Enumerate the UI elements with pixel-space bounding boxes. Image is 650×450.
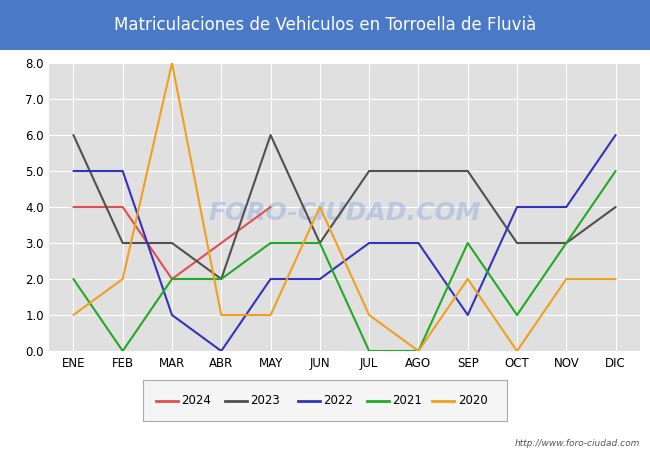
Text: 2022: 2022 <box>323 394 353 407</box>
Text: 2024: 2024 <box>181 394 211 407</box>
Text: Matriculaciones de Vehiculos en Torroella de Fluvià: Matriculaciones de Vehiculos en Torroell… <box>114 16 536 34</box>
Text: http://www.foro-ciudad.com: http://www.foro-ciudad.com <box>515 439 640 448</box>
Text: 2020: 2020 <box>458 394 488 407</box>
Text: FORO-CIUDAD.COM: FORO-CIUDAD.COM <box>208 201 481 225</box>
Text: 2021: 2021 <box>393 394 422 407</box>
Text: 2023: 2023 <box>250 394 280 407</box>
